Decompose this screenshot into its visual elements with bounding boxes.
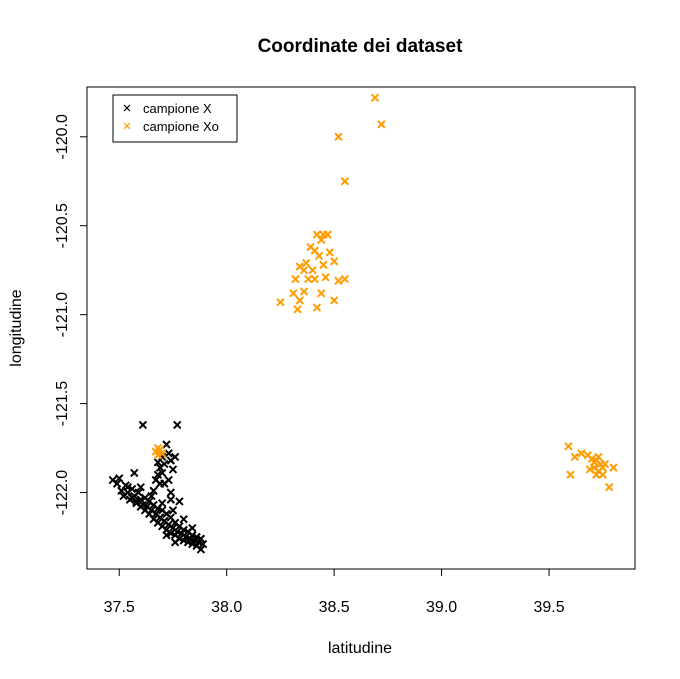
data-point	[334, 276, 343, 286]
y-tick-label: -120.5	[54, 203, 71, 248]
data-point	[158, 498, 167, 508]
x-axis-label: latitudine	[328, 640, 392, 657]
data-point	[329, 257, 339, 266]
data-point	[166, 488, 176, 497]
legend-label: campione Xo	[143, 119, 219, 134]
data-point	[585, 465, 595, 474]
data-point	[127, 493, 137, 503]
data-point	[600, 459, 610, 469]
data-point	[291, 274, 300, 284]
series-campione-xo	[151, 93, 618, 492]
data-point	[164, 449, 173, 458]
data-point	[566, 470, 575, 479]
data-point	[589, 458, 599, 467]
data-point	[170, 538, 180, 547]
data-point	[317, 289, 326, 298]
y-tick-label: -120.0	[54, 114, 71, 159]
data-point	[175, 497, 184, 506]
data-point	[329, 296, 339, 305]
data-point	[605, 482, 614, 492]
x-axis: 37.5 38.0 38.5 39.0 39.5	[104, 568, 565, 616]
data-point	[317, 235, 326, 245]
data-point	[153, 470, 163, 479]
x-tick-label: 37.5	[104, 599, 135, 616]
data-point	[308, 265, 317, 275]
data-point	[299, 287, 309, 296]
data-point	[123, 482, 133, 492]
data-point	[334, 132, 343, 142]
y-axis: -120.0 -120.5 -121.0 -121.5 -122.0	[54, 114, 88, 515]
data-point	[314, 251, 324, 261]
x-tick-label: 38.5	[319, 599, 350, 616]
x-tick-label: 39.0	[426, 599, 457, 616]
data-point	[564, 442, 573, 451]
data-point	[179, 514, 188, 524]
data-point	[310, 274, 320, 284]
y-axis-label: longitudine	[8, 289, 25, 367]
y-tick-label: -121.5	[54, 381, 71, 426]
data-point	[325, 248, 335, 257]
data-point	[166, 495, 176, 504]
legend-box	[112, 94, 238, 143]
data-point	[112, 479, 122, 488]
data-point	[340, 177, 350, 186]
data-point	[295, 296, 304, 305]
data-point	[312, 303, 322, 312]
data-point	[136, 482, 145, 492]
points-layer	[108, 93, 618, 554]
data-point	[321, 273, 330, 282]
y-tick-label: -122.0	[54, 470, 71, 515]
data-point	[160, 459, 169, 469]
data-point	[196, 534, 206, 543]
data-point	[276, 298, 285, 307]
data-point	[188, 523, 197, 533]
data-point	[592, 470, 601, 479]
data-point	[598, 470, 607, 479]
data-point	[319, 260, 328, 270]
data-point	[134, 488, 143, 497]
legend-marker	[123, 104, 131, 112]
data-point	[370, 93, 380, 102]
data-point	[301, 258, 311, 268]
data-point	[170, 452, 180, 462]
data-point	[570, 452, 580, 462]
data-point	[149, 486, 158, 495]
legend-marker	[123, 122, 131, 130]
chart-title: Coordinate dei dataset	[258, 36, 463, 57]
data-point	[609, 463, 618, 472]
y-tick-label: -121.0	[54, 292, 71, 337]
data-point	[299, 265, 309, 275]
data-point	[198, 539, 208, 549]
x-tick-label: 39.5	[533, 599, 564, 616]
data-point	[340, 274, 350, 284]
data-point	[304, 274, 313, 284]
data-point	[173, 420, 182, 430]
data-point	[577, 449, 586, 458]
x-tick-label: 38.0	[211, 599, 242, 616]
legend: campione X campione Xo	[112, 94, 238, 143]
series-campione-x	[108, 420, 208, 554]
data-point	[130, 468, 139, 478]
data-point	[168, 465, 178, 474]
data-point	[293, 305, 302, 314]
data-point	[323, 230, 332, 239]
data-point	[147, 491, 156, 501]
data-point	[162, 440, 171, 449]
data-point	[168, 506, 178, 515]
data-point	[289, 289, 298, 298]
data-point	[162, 530, 171, 540]
data-point	[138, 420, 148, 430]
data-point	[153, 450, 163, 460]
legend-label: campione X	[143, 101, 212, 116]
data-point	[377, 120, 386, 129]
data-point	[115, 474, 124, 483]
data-point	[151, 475, 160, 485]
